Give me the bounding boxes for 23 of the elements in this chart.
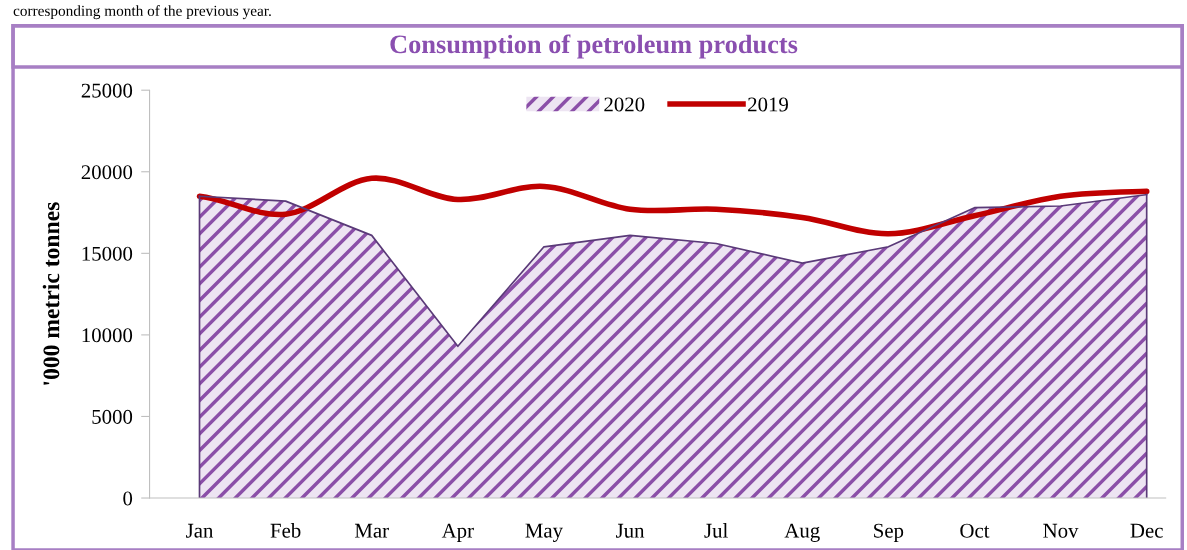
text: corresponding month of the previous year.: [13, 5, 271, 20]
x-tick-label: Mar: [354, 523, 389, 538]
y-tick-label: 5000: [92, 409, 133, 424]
x-tick-label: Apr: [441, 523, 474, 542]
x-tick-label: May: [525, 523, 563, 542]
y-tick-label: 25000: [81, 83, 133, 98]
x-tick-label: Feb: [270, 523, 301, 538]
x-tick-label: Jan: [186, 523, 214, 538]
y-axis-title: '000 metric tonnes: [42, 202, 60, 385]
x-tick-label: Sep: [874, 523, 904, 542]
y-tick-label: 0: [123, 491, 133, 506]
x-tick-label: Jul: [704, 523, 728, 538]
x-tick-label: Jun: [616, 523, 645, 538]
x-tick-label: Dec: [1130, 523, 1163, 538]
y-tick-label: 20000: [81, 165, 133, 180]
legend-label: 2019: [748, 97, 788, 112]
chart-title: Consumption of petroleum products: [390, 34, 798, 59]
x-tick-label: Nov: [1043, 523, 1079, 538]
x-tick-label: Aug: [784, 523, 820, 542]
legend-label: 2020: [604, 97, 645, 112]
x-tick-label: Oct: [960, 523, 990, 538]
y-tick-label: 15000: [82, 246, 133, 261]
y-tick-label: 10000: [82, 328, 133, 343]
